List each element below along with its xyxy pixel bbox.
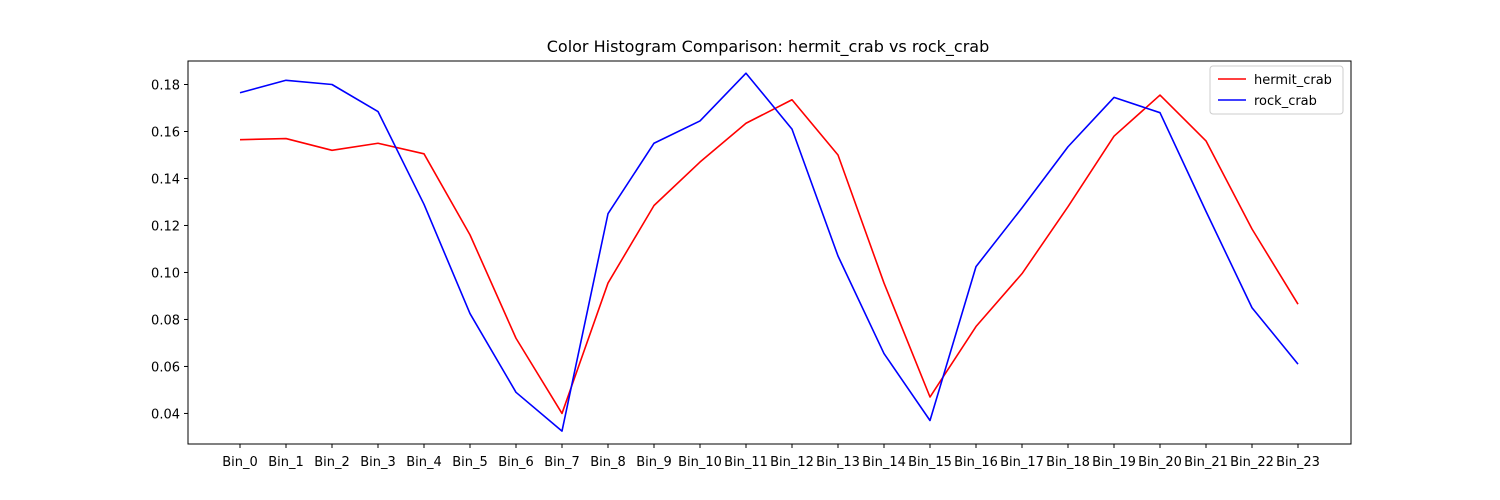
x-tick-label: Bin_13 [816, 455, 860, 470]
x-tick-label: Bin_15 [908, 455, 952, 470]
y-tick-label: 0.12 [151, 219, 180, 234]
x-tick-label: Bin_14 [862, 455, 906, 470]
x-tick-label: Bin_21 [1184, 455, 1228, 470]
x-tick-label: Bin_18 [1046, 455, 1090, 470]
x-tick-label: Bin_5 [452, 455, 488, 470]
y-tick-label: 0.08 [151, 313, 180, 328]
x-tick-label: Bin_11 [724, 455, 768, 470]
axes-layer: Bin_0 Bin_1 Bin_2 Bin_3 Bin_4 Bin_5 Bin_6 Bin_7… [151, 78, 1320, 470]
x-tick-label: Bin_1 [268, 455, 304, 470]
x-tick-label: Bin_20 [1138, 455, 1182, 470]
series-layer [239, 72, 1299, 432]
x-tick-label: Bin_7 [544, 455, 580, 470]
x-tick-label: Bin_23 [1276, 455, 1320, 470]
y-tick-label: 0.10 [151, 266, 180, 281]
plot-area [188, 61, 1351, 444]
series-line-rock_crab [239, 72, 1299, 432]
y-tick-label: 0.18 [151, 78, 180, 93]
x-tick-label: Bin_17 [1000, 455, 1044, 470]
y-tick-label: 0.14 [151, 172, 180, 187]
legend-box [1209, 65, 1344, 115]
x-tick-label: Bin_8 [590, 455, 626, 470]
x-tick-label: Bin_0 [222, 455, 258, 470]
x-tick-label: Bin_22 [1230, 455, 1274, 470]
legend: hermit_crab rock_crab [1209, 65, 1344, 115]
legend-label-rock_crab: rock_crab [1254, 94, 1317, 109]
x-tick-label: Bin_3 [360, 455, 396, 470]
y-tick-label: 0.16 [151, 125, 180, 140]
y-tick-label: 0.04 [151, 407, 180, 422]
x-tick-label: Bin_4 [406, 455, 442, 470]
x-tick-label: Bin_12 [770, 455, 814, 470]
x-tick-label: Bin_6 [498, 455, 534, 470]
x-tick-label: Bin_2 [314, 455, 350, 470]
x-tick-label: Bin_16 [954, 455, 998, 470]
plot-frame [187, 60, 1352, 445]
x-tick-label: Bin_19 [1092, 455, 1136, 470]
x-tick-label: Bin_9 [636, 455, 672, 470]
y-tick-label: 0.06 [151, 360, 180, 375]
legend-label-hermit_crab: hermit_crab [1254, 73, 1332, 88]
x-tick-label: Bin_10 [678, 455, 722, 470]
chart-title: Color Histogram Comparison: hermit_crab … [547, 37, 990, 57]
series-line-hermit_crab [239, 94, 1299, 415]
